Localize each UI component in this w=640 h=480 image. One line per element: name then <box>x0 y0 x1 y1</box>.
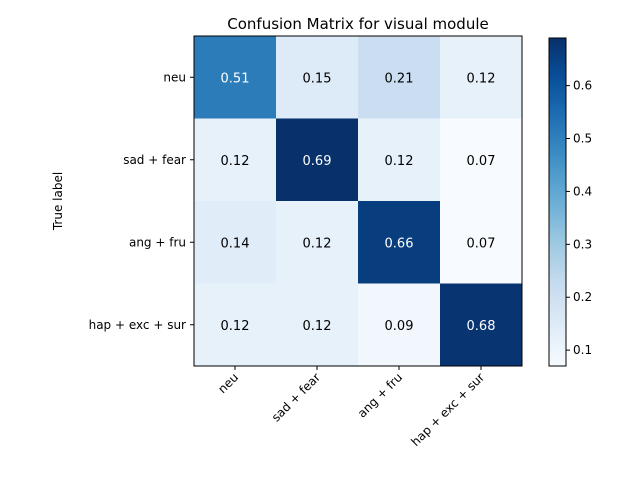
cell-value-label: 0.15 <box>303 71 332 86</box>
matrix-frame <box>193 35 523 367</box>
cell-value-label: 0.12 <box>303 319 332 334</box>
colorbar-tick-label: 0.4 <box>573 184 592 198</box>
matrix-cell <box>194 36 277 119</box>
matrix-cell <box>440 201 523 284</box>
colorbar-gradient <box>549 38 566 366</box>
cell-value-label: 0.69 <box>303 154 332 169</box>
matrix-cell <box>194 283 277 367</box>
x-tick-label: sad + fear <box>269 370 323 424</box>
cell-value-label: 0.14 <box>221 236 250 251</box>
matrix-cell <box>440 283 523 367</box>
colorbar-frame <box>548 37 567 367</box>
cell-value-label: 0.12 <box>303 236 332 251</box>
cell-value-label: 0.12 <box>467 71 496 86</box>
matrix-cell <box>440 118 523 202</box>
cell-value-label: 0.12 <box>221 154 250 169</box>
colorbar-tick-label: 0.6 <box>573 79 592 93</box>
y-tick-label: ang + fru <box>129 235 186 249</box>
matrix-cells: 0.51 0.15 0.21 0.12 0.12 0.69 0.12 0.07 0.14 0.12… <box>194 36 523 367</box>
colorbar-tick-label: 0.2 <box>573 290 592 304</box>
colorbar-tick-label: 0.1 <box>573 343 592 357</box>
matrix-cell <box>276 118 359 202</box>
matrix-cell <box>358 36 441 119</box>
matrix-cell <box>358 283 441 367</box>
matrix-cell <box>440 36 523 119</box>
matrix-cell <box>194 201 277 284</box>
y-tick-labels: neu sad + fear ang + fru hap + exc + sur <box>89 70 194 332</box>
x-tick-labels: neu sad + fear ang + fru hap + exc + sur <box>215 366 487 449</box>
cell-value-label: 0.09 <box>385 319 414 334</box>
cell-value-label: 0.66 <box>385 236 414 251</box>
colorbar-tick-label: 0.3 <box>573 237 592 251</box>
cell-value-label: 0.21 <box>385 71 414 86</box>
matrix-cell <box>358 118 441 202</box>
cell-value-label: 0.68 <box>467 319 496 334</box>
colorbar-tick-label: 0.5 <box>573 132 592 146</box>
y-axis-label: True label <box>51 172 65 231</box>
x-tick-label: hap + exc + sur <box>408 370 487 449</box>
x-tick-label: ang + fru <box>355 370 405 420</box>
matrix-cell <box>276 283 359 367</box>
colorbar: 0.1 0.2 0.3 0.4 0.5 0.6 <box>548 37 592 367</box>
chart-title: Confusion Matrix for visual module <box>227 15 488 33</box>
y-tick-label: sad + fear <box>123 153 186 167</box>
matrix-cell <box>276 36 359 119</box>
y-tick-label: neu <box>163 70 186 84</box>
matrix-cell <box>358 201 441 284</box>
x-tick-label: neu <box>215 370 241 396</box>
cell-value-label: 0.12 <box>221 319 250 334</box>
y-tick-label: hap + exc + sur <box>89 318 186 332</box>
matrix-cell <box>276 201 359 284</box>
cell-value-label: 0.51 <box>221 71 250 86</box>
matrix-cell <box>194 118 277 202</box>
cell-value-label: 0.12 <box>385 154 414 169</box>
cell-value-label: 0.07 <box>467 154 496 169</box>
cell-value-label: 0.07 <box>467 236 496 251</box>
